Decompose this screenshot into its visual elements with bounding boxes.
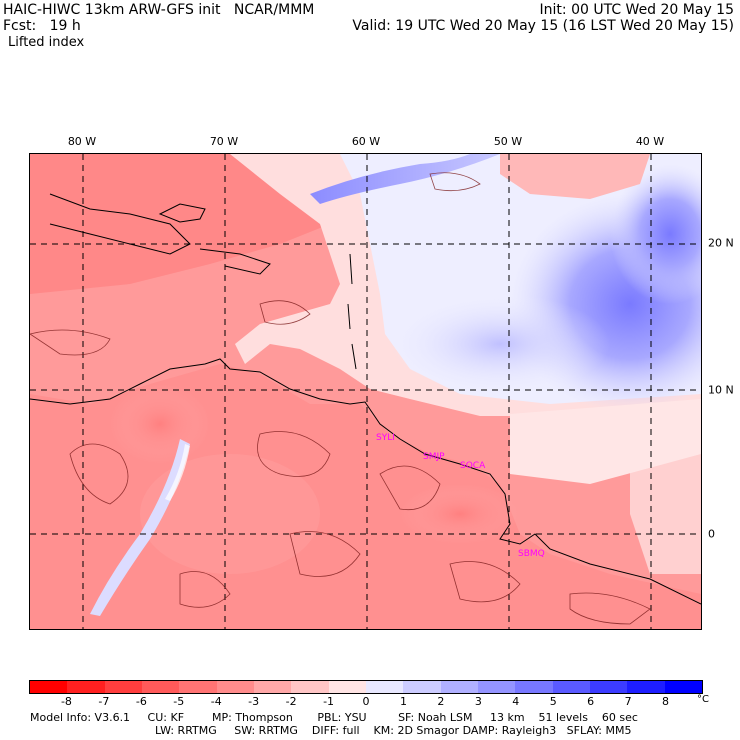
station-soca: SOCA [460, 461, 486, 471]
colorbar-tick-label: -6 [135, 695, 147, 708]
colorbar-segment [664, 681, 702, 693]
colorbar-tick-label: 1 [399, 695, 407, 708]
header-valid-time: Valid: 19 UTC Wed 20 May 15 (16 LST Wed … [352, 18, 734, 34]
colorbar-segment [67, 681, 105, 693]
colorbar-segment [365, 681, 404, 693]
station-syli: SYLI [376, 433, 395, 443]
colorbar-tick-label: -8 [60, 695, 72, 708]
header-forecast-hour: Fcst: 19 h [3, 18, 81, 34]
colorbar-segment [141, 681, 180, 693]
colorbar-tick-label: -4 [210, 695, 222, 708]
lat-label-20n: 20 N [708, 236, 734, 250]
lon-label-80w: 80 W [67, 135, 97, 148]
colorbar-tick-label: 6 [587, 695, 595, 708]
colorbar-tick-label: -5 [173, 695, 185, 708]
coastlines [30, 193, 701, 605]
colorbar-segment [477, 681, 516, 693]
colorbar-tick-label: 4 [512, 695, 520, 708]
colorbar-tick-label: 2 [437, 695, 445, 708]
colorbar-unit: °C [697, 694, 709, 705]
colorbar-segment [104, 681, 142, 693]
lifted-index-map [29, 153, 702, 630]
colorbar-tick-label: 0 [362, 695, 370, 708]
colorbar-segment [328, 681, 366, 693]
lon-label-60w: 60 W [351, 135, 381, 148]
colorbar-segment [253, 681, 292, 693]
lat-label-10n: 10 N [708, 383, 734, 397]
colorbar-tick-label: -1 [323, 695, 335, 708]
colorbar-tick-label: -3 [248, 695, 260, 708]
contour-lines [30, 172, 651, 625]
header-title: HAIC-HIWC 13km ARW-GFS init NCAR/MMM [3, 2, 315, 18]
lon-label-70w: 70 W [209, 135, 239, 148]
colorbar-segment [216, 681, 254, 693]
station-smjp: SMJP [423, 452, 445, 462]
colorbar-tick-label: 7 [624, 695, 632, 708]
colorbar-tick-label: 3 [474, 695, 482, 708]
colorbar-segment [179, 681, 217, 693]
header-init-time: Init: 00 UTC Wed 20 May 15 [539, 2, 734, 18]
station-sbmq: SBMQ [518, 549, 545, 559]
footer-physics-info: LW: RRTMG SW: RRTMG DIFF: full KM: 2D Sm… [155, 724, 632, 737]
footer-model-info: Model Info: V3.6.1 CU: KF MP: Thompson P… [30, 711, 638, 724]
colorbar-tick-label: 5 [549, 695, 557, 708]
lat-label-0: 0 [708, 527, 715, 541]
colorbar-segment [627, 681, 665, 693]
field-name: Lifted index [8, 35, 85, 50]
colorbar-segment [30, 681, 68, 693]
lon-label-50w: 50 W [493, 135, 523, 148]
colorbar-segment [589, 681, 628, 693]
colorbar-segment [403, 681, 441, 693]
lat-lon-grid [30, 154, 701, 629]
map-canvas [30, 154, 701, 629]
colorbar-segment [552, 681, 590, 693]
colorbar-segment [291, 681, 329, 693]
colorbar-tick-label: -7 [98, 695, 110, 708]
colorbar-segment [440, 681, 478, 693]
colorbar-segment [515, 681, 553, 693]
colorbar-tick-label: -2 [285, 695, 297, 708]
colorbar-tick-label: 8 [662, 695, 670, 708]
lon-label-40w: 40 W [635, 135, 665, 148]
colorbar [29, 680, 703, 694]
